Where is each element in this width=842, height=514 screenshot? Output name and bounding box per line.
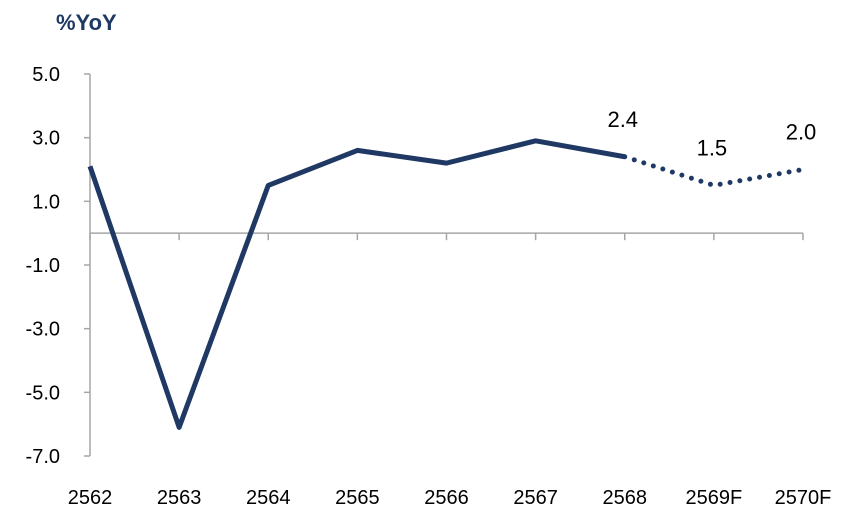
y-tick-label: -3.0 bbox=[26, 319, 60, 341]
x-tick-label: 2566 bbox=[424, 487, 469, 509]
y-tick-label: 3.0 bbox=[32, 128, 60, 150]
data-label: 1.5 bbox=[697, 135, 728, 160]
x-tick-label: 2564 bbox=[246, 487, 291, 509]
x-tick-label: 2563 bbox=[157, 487, 202, 509]
y-tick-label: 5.0 bbox=[32, 64, 60, 86]
y-tick-label: -1.0 bbox=[26, 255, 60, 277]
y-tick-label: -7.0 bbox=[26, 446, 60, 468]
x-tick-label: 2562 bbox=[68, 487, 113, 509]
y-axis-unit-label: %YoY bbox=[56, 10, 117, 36]
data-label: 2.0 bbox=[786, 120, 817, 145]
y-tick-label: 1.0 bbox=[32, 191, 60, 213]
series-line-actual bbox=[90, 141, 625, 428]
x-tick-label: 2565 bbox=[335, 487, 380, 509]
x-tick-label: 2569F bbox=[686, 487, 743, 509]
x-tick-label: 2567 bbox=[513, 487, 558, 509]
series-line-forecast bbox=[625, 157, 803, 186]
x-tick-label: 2568 bbox=[603, 487, 648, 509]
x-tick-label: 2570F bbox=[775, 487, 832, 509]
data-label: 2.4 bbox=[607, 107, 638, 132]
y-tick-label: -5.0 bbox=[26, 382, 60, 404]
